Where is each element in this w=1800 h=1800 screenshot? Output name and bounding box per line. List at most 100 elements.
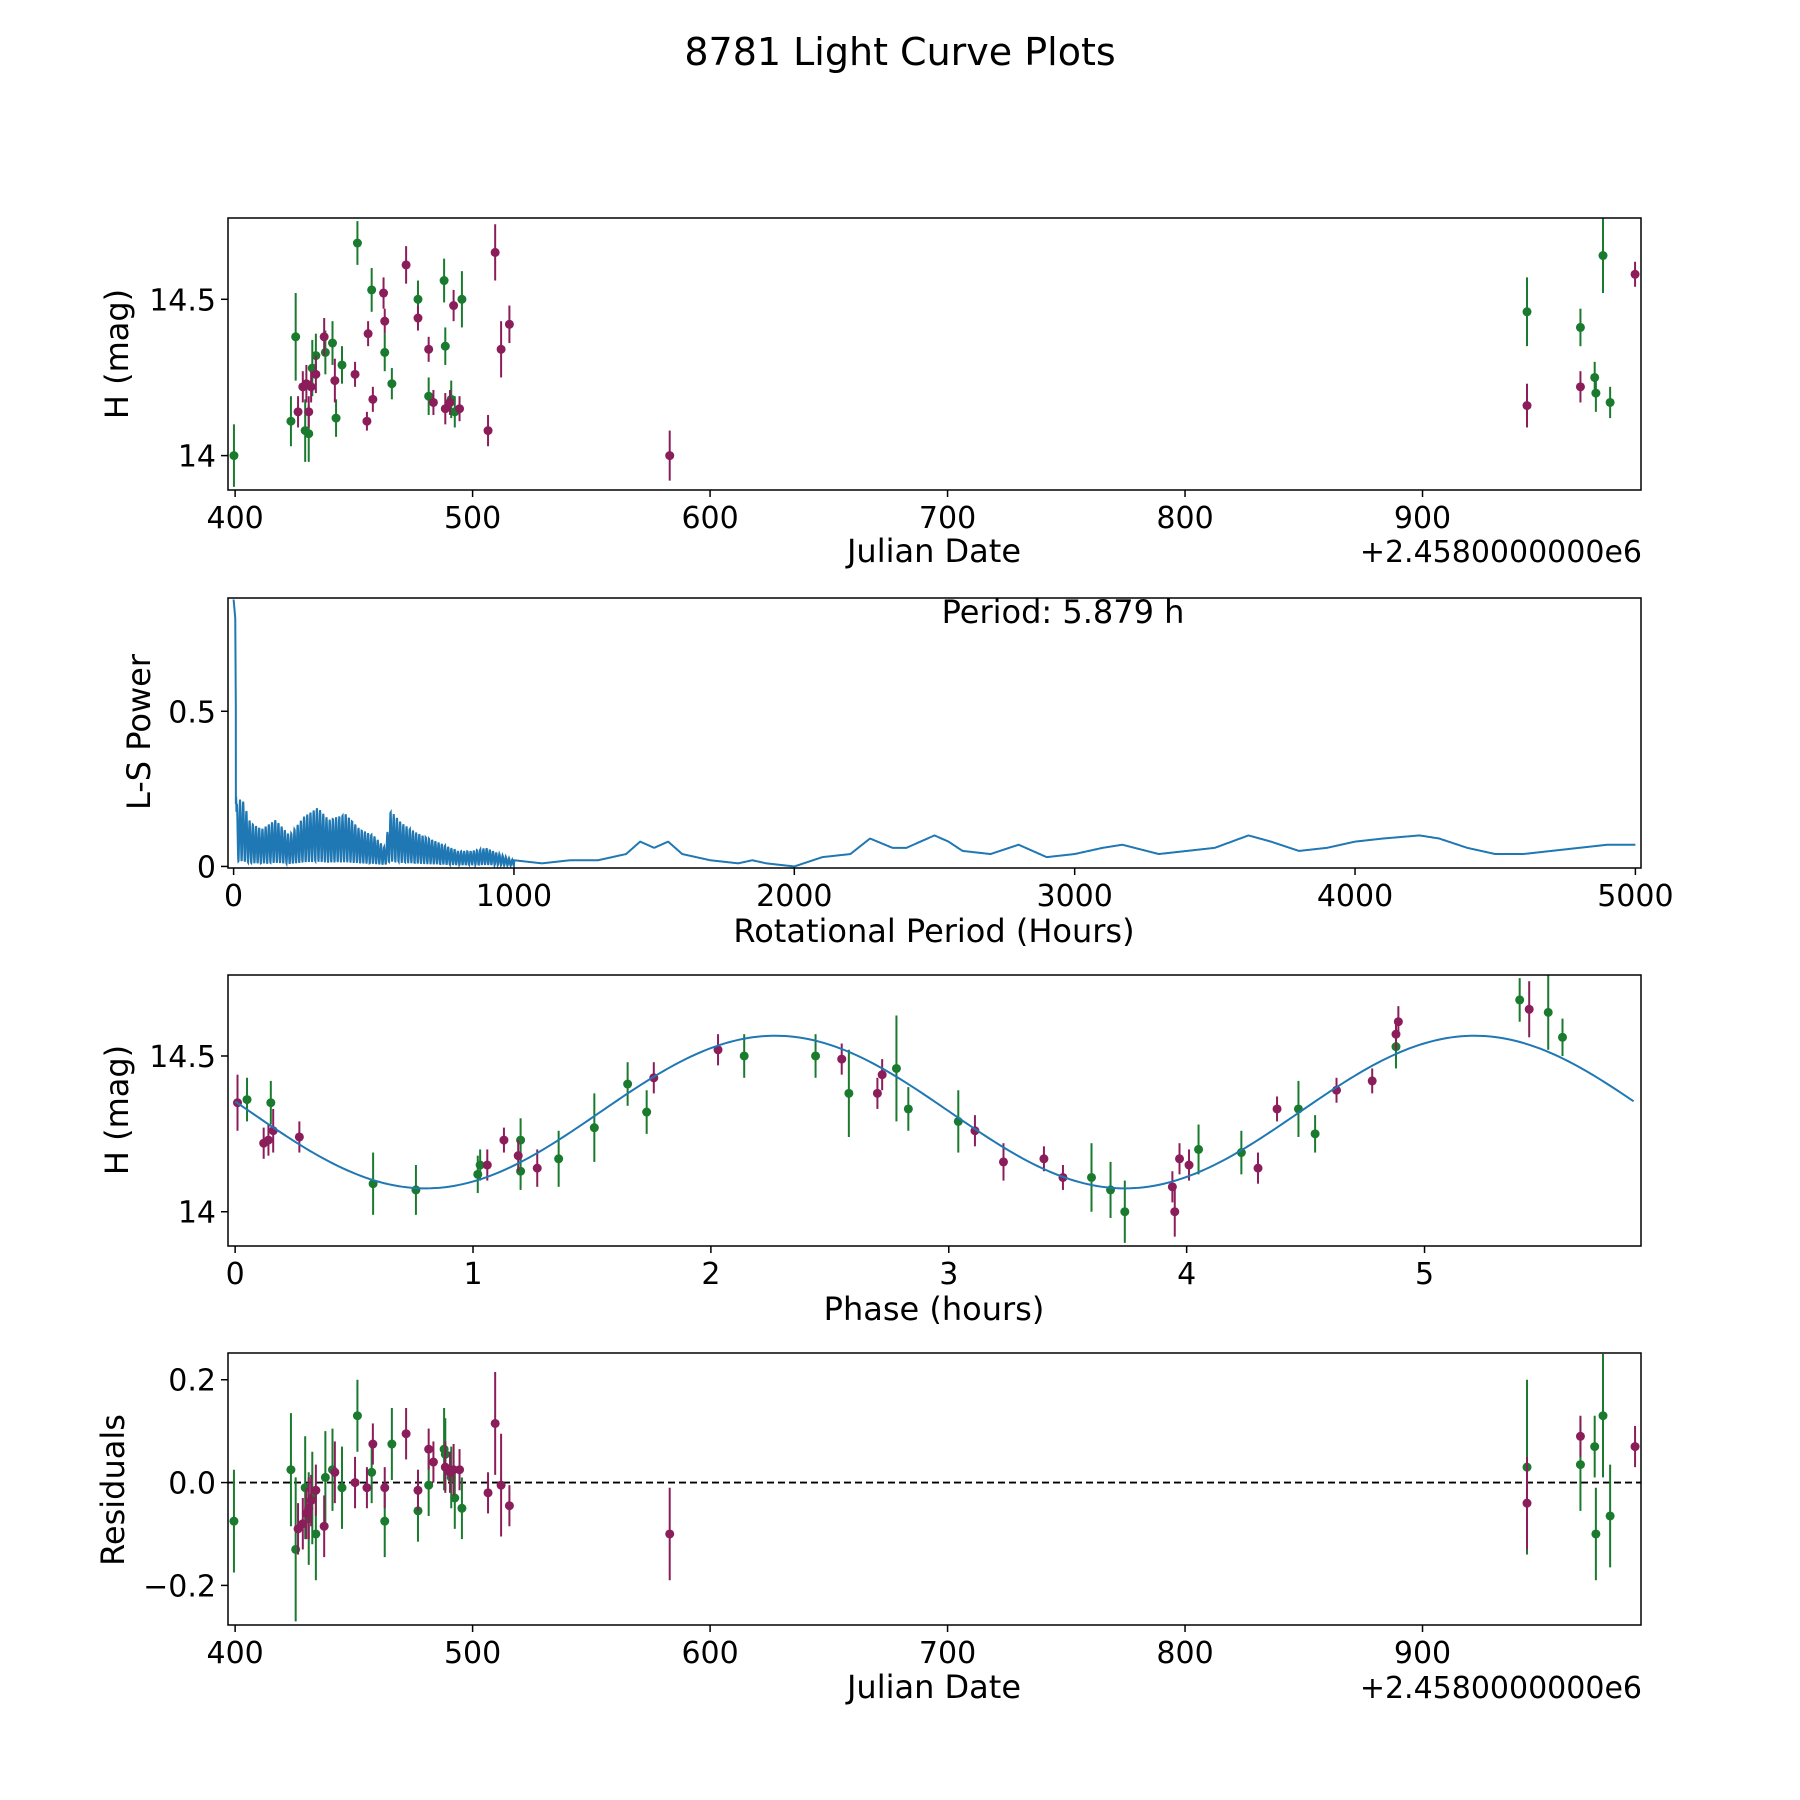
light-curve-x-label: Julian Date	[845, 532, 1021, 570]
data-point	[1524, 1004, 1534, 1014]
x-tick-label: 4	[1177, 1257, 1196, 1292]
x-tick-label: 700	[919, 1636, 976, 1671]
data-point	[1598, 1411, 1608, 1421]
data-point	[387, 1439, 397, 1449]
data-point	[286, 416, 296, 426]
data-point	[844, 1088, 854, 1098]
data-point	[293, 407, 303, 417]
data-point	[331, 413, 341, 423]
light-curve-y-label: H (mag)	[98, 289, 136, 419]
light-curve-panel: Julian Date H (mag) +2.4580000000e6 400 5…	[98, 217, 1642, 570]
y-tick-label: −0.2	[143, 1569, 216, 1604]
data-point	[263, 1135, 273, 1145]
data-point	[320, 1472, 330, 1482]
data-point	[352, 1411, 362, 1421]
data-point	[1522, 1498, 1532, 1508]
data-point	[1175, 1154, 1185, 1164]
data-point	[998, 1157, 1008, 1167]
data-point	[413, 294, 423, 304]
phase-folded-panel: Phase (hours) H (mag) 0 1 2 3 4 5 14 14.5	[98, 974, 1642, 1328]
data-point	[1575, 382, 1585, 392]
data-point	[304, 407, 314, 417]
data-point	[665, 451, 675, 461]
data-point	[367, 285, 377, 295]
data-point	[1591, 1529, 1601, 1539]
data-point	[330, 376, 340, 386]
x-tick-label: 3000	[1036, 879, 1112, 914]
data-point	[306, 382, 316, 392]
data-point	[903, 1104, 913, 1114]
x-tick-label: 5	[1415, 1257, 1434, 1292]
periodogram-x-label: Rotational Period (Hours)	[733, 912, 1134, 950]
plot-frame	[227, 597, 1642, 869]
data-point	[445, 397, 455, 407]
data-point	[311, 1529, 321, 1539]
data-point	[891, 1063, 901, 1073]
data-point	[352, 238, 362, 248]
data-point	[1515, 995, 1525, 1005]
residuals-x-offset: +2.4580000000e6	[1360, 1671, 1642, 1706]
data-point	[1591, 388, 1601, 398]
data-point	[1575, 322, 1585, 332]
power-spectrum-line	[232, 599, 1636, 868]
y-tick-label: 0.5	[168, 695, 216, 730]
y-tick-label: 14.5	[149, 283, 216, 318]
data-point	[401, 260, 411, 270]
y-tick-label: 14	[178, 1196, 216, 1231]
plot-frame	[227, 1352, 1642, 1626]
data-point	[457, 294, 467, 304]
data-point	[380, 1483, 390, 1493]
data-point	[368, 1439, 378, 1449]
data-point	[286, 1465, 296, 1475]
data-point	[1393, 1017, 1403, 1027]
y-tick-label: 14.5	[149, 1040, 216, 1075]
x-tick-label: 2	[701, 1257, 720, 1292]
data-point	[1194, 1144, 1204, 1154]
data-point	[490, 1418, 500, 1428]
data-point	[380, 316, 390, 326]
data-point	[428, 1457, 438, 1467]
figure-title: 8781 Light Curve Plots	[684, 30, 1115, 74]
data-point	[439, 276, 449, 286]
data-point	[350, 1478, 360, 1488]
data-point	[1170, 1207, 1180, 1217]
data-point	[337, 360, 347, 370]
x-tick-label: 900	[1394, 501, 1451, 536]
data-point	[440, 404, 450, 414]
data-point	[455, 1465, 465, 1475]
data-point	[1605, 1511, 1615, 1521]
data-point	[311, 1485, 321, 1495]
data-point	[811, 1051, 821, 1061]
data-point	[440, 341, 450, 351]
data-point	[475, 1160, 485, 1170]
data-point	[554, 1154, 564, 1164]
x-tick-label: 0	[226, 1257, 245, 1292]
period-annotation: Period: 5.879 h	[942, 593, 1185, 631]
data-point	[413, 1485, 423, 1495]
data-point	[513, 1151, 523, 1161]
data-point	[1120, 1207, 1130, 1217]
periodogram-y-label: L-S Power	[120, 653, 158, 810]
x-tick-label: 400	[206, 1636, 263, 1671]
data-point	[837, 1054, 847, 1064]
data-point	[380, 1516, 390, 1526]
data-point	[1184, 1160, 1194, 1170]
data-point	[229, 1516, 239, 1526]
data-point	[642, 1107, 652, 1117]
data-point	[450, 1493, 460, 1503]
x-tick-label: 700	[919, 501, 976, 536]
data-point	[424, 391, 434, 401]
data-point	[483, 1488, 493, 1498]
data-point	[713, 1045, 723, 1055]
data-point	[1522, 307, 1532, 317]
data-point	[739, 1051, 749, 1061]
x-tick-label: 400	[206, 501, 263, 536]
data-point	[1590, 1442, 1600, 1452]
data-point	[304, 429, 314, 439]
data-point	[428, 397, 438, 407]
data-point	[424, 344, 434, 354]
data-point	[457, 1503, 467, 1513]
data-point	[504, 319, 514, 329]
data-point	[1598, 251, 1608, 261]
data-point	[877, 1070, 887, 1080]
